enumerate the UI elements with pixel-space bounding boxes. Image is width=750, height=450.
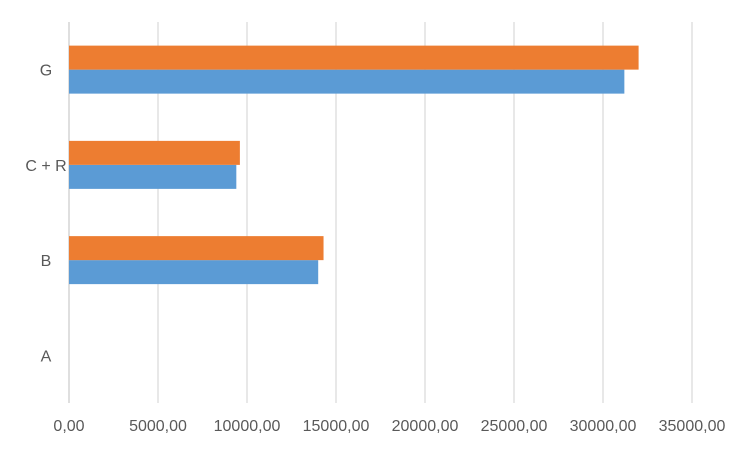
x-tick-label: 15000,00 <box>303 418 370 435</box>
category-label: G <box>40 63 52 80</box>
bars <box>69 45 639 285</box>
bar-series1-cr <box>69 164 237 189</box>
x-tick-label: 5000,00 <box>129 418 187 435</box>
category-label: B <box>41 253 52 270</box>
bar-series2-cr <box>69 140 240 165</box>
bar-series2-b <box>69 236 324 261</box>
x-tick-label: 30000,00 <box>570 418 637 435</box>
category-label: C + R <box>25 158 66 175</box>
bar-series1-g <box>69 69 625 94</box>
x-tick-label: 25000,00 <box>481 418 548 435</box>
bar-series2-g <box>69 45 639 70</box>
x-tick-label: 0,00 <box>53 418 84 435</box>
category-axis: A B C + R G <box>25 63 66 366</box>
category-label: A <box>41 348 52 365</box>
bar-series1-b <box>69 260 319 285</box>
x-tick-label: 35000,00 <box>659 418 726 435</box>
x-tick-label: 10000,00 <box>214 418 281 435</box>
x-tick-label: 20000,00 <box>392 418 459 435</box>
value-axis: 0,00 5000,00 10000,00 15000,00 20000,00 25000… <box>53 418 725 435</box>
